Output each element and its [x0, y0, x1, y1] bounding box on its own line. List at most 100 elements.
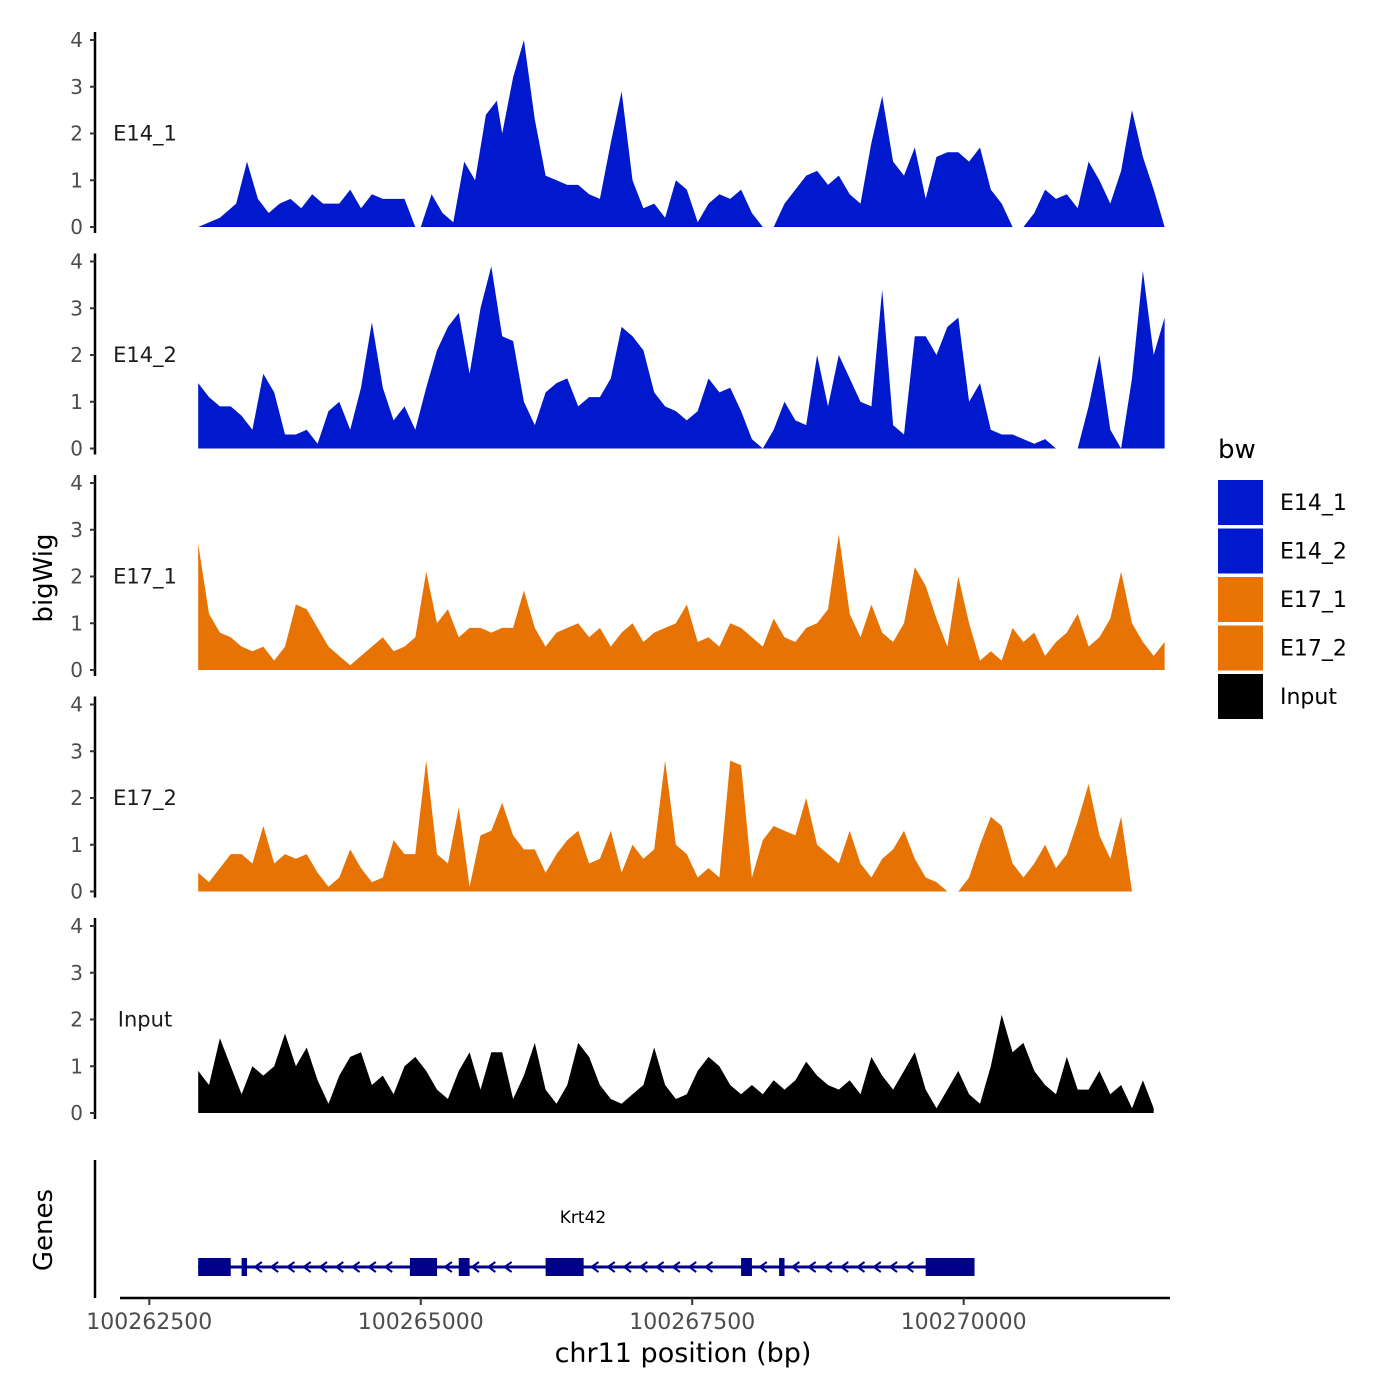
y-tick-label: 2: [70, 1008, 83, 1032]
strand-arrow: [638, 1261, 648, 1273]
strand-arrow: [486, 1261, 496, 1273]
legend-swatch: [1218, 480, 1263, 525]
y-tick-label: 4: [70, 28, 83, 52]
legend-label: E14_2: [1280, 540, 1347, 565]
y-tick-label: 2: [70, 343, 83, 367]
y-tick-label: 1: [70, 1054, 83, 1078]
gene-exon: [409, 1258, 438, 1276]
gene-model: [198, 1258, 975, 1276]
legend-label: Input: [1280, 685, 1337, 710]
y-tick-label: 3: [70, 75, 83, 99]
track-label: E14_2: [113, 343, 177, 368]
legend-swatch: [1218, 528, 1263, 574]
gene-exon: [779, 1258, 785, 1276]
gene-exon: [458, 1258, 470, 1276]
gene-exon: [741, 1258, 752, 1276]
y-tick-label: 4: [70, 250, 83, 274]
x-tick-label: 100265000: [358, 1310, 484, 1335]
strand-arrow: [888, 1261, 898, 1273]
y-tick-label: 3: [70, 296, 83, 320]
y-tick-label: 4: [70, 914, 83, 938]
strand-arrow: [253, 1261, 263, 1273]
track-e17-2: 0 1 2 3 4 E17_2: [70, 693, 1132, 904]
track-label: E17_1: [113, 565, 177, 590]
legend-label: E17_1: [1280, 588, 1347, 613]
y-axis-label: bigWig: [29, 533, 59, 622]
strand-arrow: [269, 1261, 279, 1273]
y-tick-label: 4: [70, 693, 83, 717]
strand-arrow: [470, 1261, 480, 1273]
strand-arrow: [285, 1261, 296, 1273]
track-e14-1: 0 1 2 3 4 E14_1: [70, 28, 1165, 239]
track-label: E14_1: [113, 122, 177, 147]
y-tick-label: 4: [70, 471, 83, 495]
legend-swatch: [1218, 577, 1263, 622]
x-tick-label: 100262500: [86, 1310, 212, 1335]
strand-arrow: [318, 1261, 328, 1273]
track-input: 0 1 2 3 4 Input: [70, 914, 1154, 1125]
y-tick-label: 0: [70, 1101, 83, 1125]
legend-title: bw: [1218, 435, 1256, 465]
strand-arrow: [654, 1261, 665, 1273]
legend-label: E14_1: [1280, 491, 1347, 516]
strand-arrow: [806, 1261, 817, 1273]
strand-arrow: [823, 1261, 833, 1273]
strand-arrow: [671, 1261, 681, 1273]
strand-arrow: [703, 1261, 714, 1273]
strand-arrow: [904, 1261, 914, 1273]
strand-arrow: [367, 1261, 377, 1273]
gene-exon: [545, 1258, 584, 1276]
y-tick-label: 1: [70, 611, 83, 635]
legend-swatch: [1218, 674, 1263, 719]
legend-swatch: [1218, 625, 1263, 671]
track-e17-1: 0 1 2 3 4 E17_1: [70, 471, 1165, 682]
coverage-area: [198, 40, 1165, 227]
x-axis: 100262500 100265000 100267500 100270000: [86, 1296, 1170, 1335]
y-tick-label: 2: [70, 786, 83, 810]
coverage-area: [198, 266, 1165, 449]
strand-arrow: [622, 1261, 632, 1273]
legend-label: E17_2: [1280, 637, 1347, 662]
strand-arrow: [872, 1261, 882, 1273]
y-tick-label: 0: [70, 658, 83, 682]
strand-arrow: [790, 1261, 800, 1273]
y-tick-label: 3: [70, 518, 83, 542]
y-tick-label: 1: [70, 833, 83, 857]
track-e14-2: 0 1 2 3 4 E14_2: [70, 250, 1165, 461]
tracks: 0 1 2 3 4 E14_1 0 1 2 3 4 E14_2 0 1 2 3 4 E17_1 0 1 2 3 4 E17_2…: [70, 28, 1165, 1125]
gene-exon: [241, 1258, 248, 1276]
strand-arrow: [589, 1261, 600, 1273]
x-axis-label: chr11 position (bp): [555, 1338, 812, 1369]
strand-arrow: [758, 1261, 768, 1273]
legend: bw E14_1 E14_2 E17_1 E17_2 Input: [1218, 435, 1347, 719]
strand-arrow: [687, 1261, 697, 1273]
strand-arrow: [383, 1261, 393, 1273]
strand-arrow: [606, 1261, 616, 1273]
gene-label: Krt42: [560, 1208, 606, 1228]
strand-arrow: [350, 1261, 361, 1273]
strand-arrow: [443, 1261, 453, 1273]
y-tick-label: 0: [70, 437, 83, 461]
strand-arrow: [334, 1261, 344, 1273]
y-tick-label: 2: [70, 565, 83, 589]
gene-exon: [198, 1258, 231, 1276]
y-tick-label: 3: [70, 961, 83, 985]
x-tick-label: 100270000: [901, 1310, 1027, 1335]
coverage-area: [198, 760, 1132, 892]
strand-arrow: [302, 1261, 312, 1273]
coverage-area: [198, 1014, 1154, 1113]
strand-arrow: [502, 1261, 513, 1273]
y-tick-label: 2: [70, 122, 83, 146]
genes-panel: Genes Krt42: [29, 1160, 975, 1298]
track-label: Input: [118, 1008, 172, 1032]
genes-axis-label: Genes: [29, 1189, 59, 1271]
x-tick-label: 100267500: [629, 1310, 755, 1335]
y-tick-label: 1: [70, 390, 83, 414]
track-label: E17_2: [113, 786, 177, 811]
strand-arrow: [855, 1261, 866, 1273]
y-tick-label: 1: [70, 168, 83, 192]
gene-exon: [925, 1258, 975, 1276]
y-tick-label: 0: [70, 880, 83, 904]
coverage-area: [198, 534, 1165, 670]
